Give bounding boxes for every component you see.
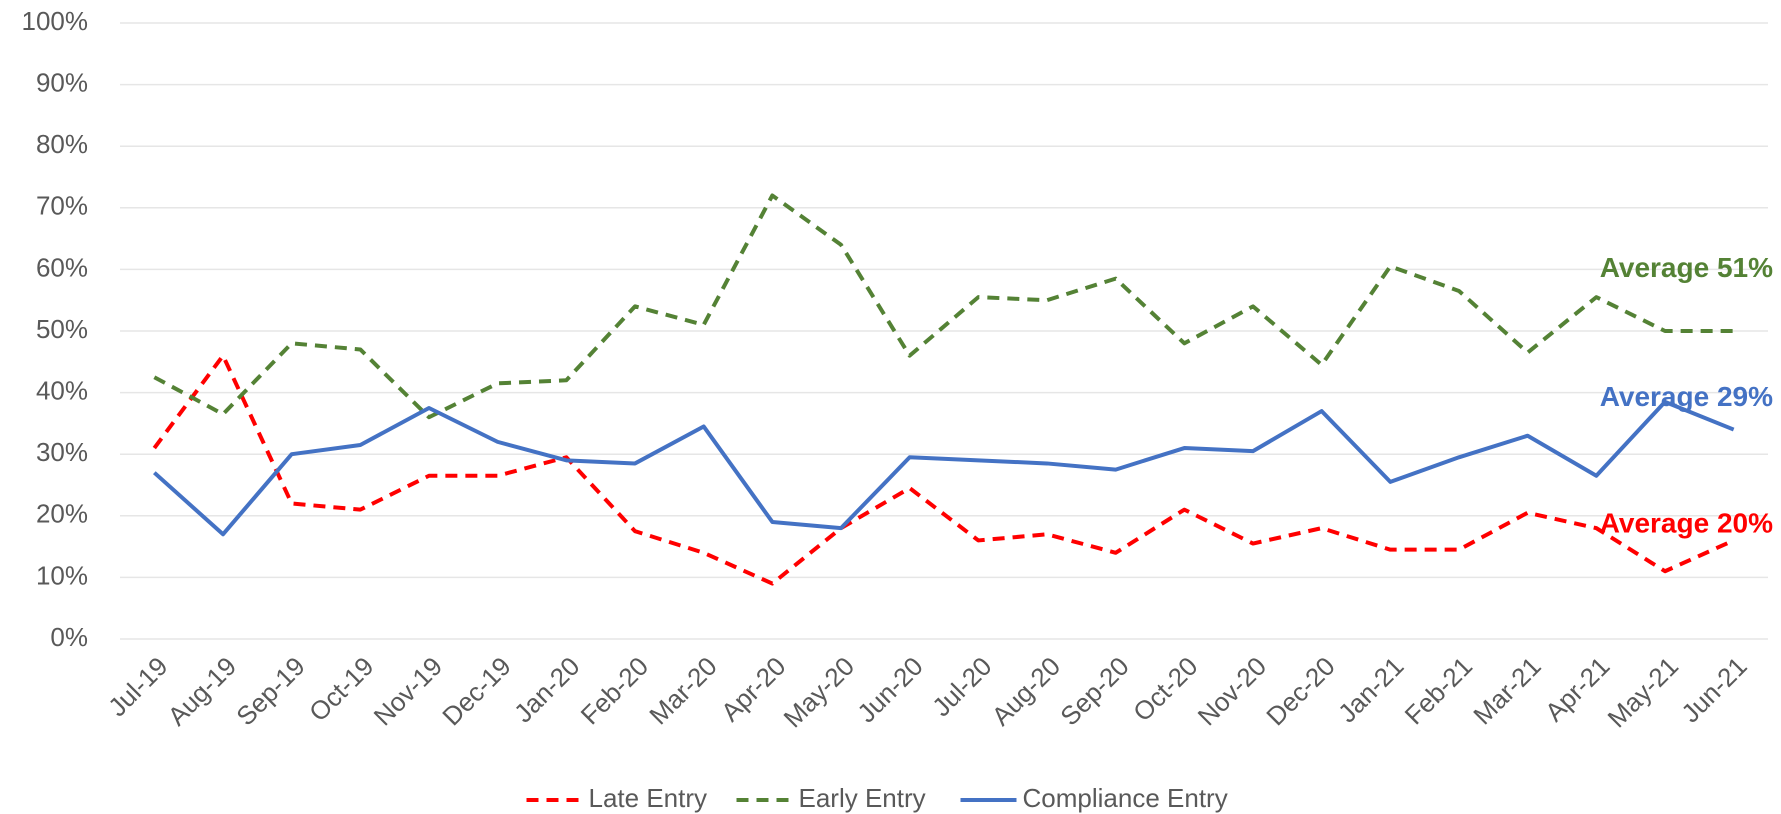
x-tick-label: Aug-20 (986, 651, 1066, 731)
y-tick-label: 100% (22, 6, 89, 36)
annotation: Average 51% (1600, 252, 1773, 283)
x-tick-label: Jun-20 (851, 651, 928, 728)
x-tick-label: Sep-20 (1054, 651, 1134, 731)
line-series (152, 353, 1735, 586)
y-tick-label: 20% (36, 499, 88, 529)
x-tick-label: Oct-19 (303, 651, 379, 727)
x-tick-label: May-21 (1602, 651, 1685, 734)
x-tick-label: Jun-21 (1675, 651, 1752, 728)
x-tick-label: Jan-21 (1332, 651, 1409, 728)
x-tick-label: Mar-21 (1467, 651, 1546, 730)
y-tick-label: 60% (36, 252, 88, 282)
x-tick-label: Nov-19 (368, 651, 448, 731)
y-tick-label: 30% (36, 437, 88, 467)
x-tick-label: Jan-20 (508, 651, 585, 728)
x-tick-label: Sep-19 (230, 651, 310, 731)
legend-label: Compliance Entry (1023, 783, 1228, 813)
annotation: Average 29% (1600, 381, 1773, 412)
x-tick-label: Feb-21 (1399, 651, 1478, 730)
x-tick-label: Aug-19 (162, 651, 242, 731)
y-tick-label: 90% (36, 67, 88, 97)
y-tick-label: 50% (36, 314, 88, 344)
x-tick-label: Dec-19 (436, 651, 516, 731)
legend-label: Late Entry (589, 783, 708, 813)
x-tick-label: Mar-20 (643, 651, 722, 730)
x-tick-label: Oct-20 (1127, 651, 1203, 727)
y-tick-label: 70% (36, 191, 88, 221)
y-tick-label: 80% (36, 129, 88, 159)
y-tick-label: 10% (36, 560, 88, 590)
x-tick-label: Nov-20 (1192, 651, 1272, 731)
x-tick-label: Feb-20 (575, 651, 654, 730)
y-tick-label: 0% (50, 622, 88, 652)
line-series (152, 399, 1735, 537)
line-series (153, 193, 1734, 420)
annotation: Average 20% (1600, 507, 1773, 538)
legend-label: Early Entry (799, 783, 926, 813)
y-tick-label: 40% (36, 375, 88, 405)
x-tick-label: May-20 (778, 651, 861, 734)
x-tick-label: Dec-20 (1260, 651, 1340, 731)
